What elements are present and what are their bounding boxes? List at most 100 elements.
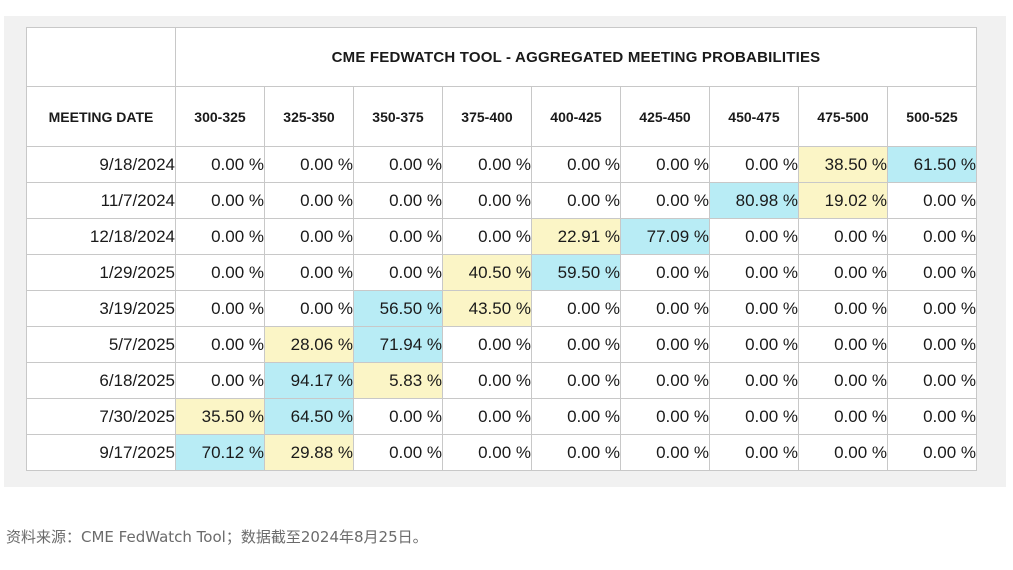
rate-range-header: 325-350	[264, 86, 354, 147]
probability-cell: 0.00 %	[175, 290, 265, 327]
fedwatch-table: CME FEDWATCH TOOL - AGGREGATED MEETING P…	[26, 27, 977, 471]
probability-cell: 0.00 %	[887, 434, 977, 471]
probability-cell: 40.50 %	[442, 254, 532, 291]
probability-cell: 0.00 %	[264, 254, 354, 291]
probability-cell: 0.00 %	[709, 254, 799, 291]
probability-cell: 0.00 %	[620, 362, 710, 399]
probability-cell: 0.00 %	[709, 326, 799, 363]
probability-cell: 0.00 %	[353, 434, 443, 471]
meeting-date-cell: 9/18/2024	[26, 146, 176, 183]
meeting-date-cell: 6/18/2025	[26, 362, 176, 399]
probability-cell: 5.83 %	[353, 362, 443, 399]
probability-cell: 0.00 %	[264, 146, 354, 183]
probability-cell: 0.00 %	[531, 362, 621, 399]
probability-cell: 0.00 %	[264, 182, 354, 219]
probability-cell: 0.00 %	[531, 146, 621, 183]
probability-cell: 0.00 %	[353, 254, 443, 291]
corner-cell	[26, 27, 176, 87]
probability-cell: 0.00 %	[620, 290, 710, 327]
probability-cell: 0.00 %	[442, 326, 532, 363]
probability-cell: 0.00 %	[531, 434, 621, 471]
probability-cell: 0.00 %	[353, 146, 443, 183]
probability-cell: 0.00 %	[798, 362, 888, 399]
probability-cell: 0.00 %	[620, 146, 710, 183]
probability-cell: 0.00 %	[798, 254, 888, 291]
probability-cell: 0.00 %	[531, 326, 621, 363]
probability-cell: 0.00 %	[709, 218, 799, 255]
probability-cell: 19.02 %	[798, 182, 888, 219]
table-row: 6/18/2025 0.00 % 94.17 % 5.83 % 0.00 % 0.00 %…	[26, 362, 977, 399]
probability-cell: 77.09 %	[620, 218, 710, 255]
probability-cell: 94.17 %	[264, 362, 354, 399]
probability-cell: 0.00 %	[709, 146, 799, 183]
probability-cell: 59.50 %	[531, 254, 621, 291]
probability-cell: 22.91 %	[531, 218, 621, 255]
meeting-date-cell: 5/7/2025	[26, 326, 176, 363]
probability-cell: 0.00 %	[531, 182, 621, 219]
probability-cell: 0.00 %	[175, 182, 265, 219]
table-row: 9/18/2024 0.00 % 0.00 % 0.00 % 0.00 % 0.00 % 0…	[26, 146, 977, 183]
meeting-date-cell: 11/7/2024	[26, 182, 176, 219]
probability-cell: 0.00 %	[175, 362, 265, 399]
table-row: 1/29/2025 0.00 % 0.00 % 0.00 % 40.50 % 59.50 …	[26, 254, 977, 291]
probability-cell: 0.00 %	[887, 326, 977, 363]
probability-cell: 0.00 %	[353, 218, 443, 255]
probability-cell: 0.00 %	[709, 398, 799, 435]
probability-cell: 0.00 %	[620, 254, 710, 291]
rate-range-header: 350-375	[353, 86, 443, 147]
rate-range-header: 425-450	[620, 86, 710, 147]
probability-cell: 0.00 %	[620, 398, 710, 435]
rate-range-header: 400-425	[531, 86, 621, 147]
probability-cell: 35.50 %	[175, 398, 265, 435]
meeting-date-cell: 3/19/2025	[26, 290, 176, 327]
probability-cell: 0.00 %	[442, 434, 532, 471]
probability-cell: 0.00 %	[620, 326, 710, 363]
meeting-date-cell: 1/29/2025	[26, 254, 176, 291]
probability-cell: 0.00 %	[798, 398, 888, 435]
meeting-date-cell: 7/30/2025	[26, 398, 176, 435]
meeting-date-cell: 9/17/2025	[26, 434, 176, 471]
rate-range-header: 300-325	[175, 86, 265, 147]
probability-cell: 0.00 %	[798, 434, 888, 471]
probability-cell: 0.00 %	[264, 218, 354, 255]
table-row: 9/17/2025 70.12 % 29.88 % 0.00 % 0.00 % 0.00 …	[26, 434, 977, 471]
table-row: 11/7/2024 0.00 % 0.00 % 0.00 % 0.00 % 0.00 % 0…	[26, 182, 977, 219]
rate-range-header: 450-475	[709, 86, 799, 147]
probability-cell: 0.00 %	[353, 398, 443, 435]
probability-cell: 0.00 %	[175, 326, 265, 363]
probability-cell: 0.00 %	[887, 182, 977, 219]
probability-cell: 0.00 %	[709, 434, 799, 471]
probability-cell: 0.00 %	[531, 290, 621, 327]
probability-cell: 0.00 %	[175, 146, 265, 183]
meeting-date-cell: 12/18/2024	[26, 218, 176, 255]
probability-cell: 0.00 %	[620, 434, 710, 471]
probability-cell: 0.00 %	[442, 362, 532, 399]
rate-range-header: 375-400	[442, 86, 532, 147]
probability-cell: 0.00 %	[175, 254, 265, 291]
probability-cell: 0.00 %	[620, 182, 710, 219]
probability-cell: 0.00 %	[887, 398, 977, 435]
meeting-date-header: MEETING DATE	[26, 86, 176, 147]
probability-cell: 0.00 %	[798, 218, 888, 255]
probability-cell: 0.00 %	[353, 182, 443, 219]
source-note: 资料来源：CME FedWatch Tool；数据截至2024年8月25日。	[6, 528, 428, 546]
probability-cell: 38.50 %	[798, 146, 888, 183]
probability-cell: 0.00 %	[264, 290, 354, 327]
table-row: 7/30/2025 35.50 % 64.50 % 0.00 % 0.00 % 0.00 …	[26, 398, 977, 435]
table-row: 12/18/2024 0.00 % 0.00 % 0.00 % 0.00 % 22.91 …	[26, 218, 977, 255]
probability-cell: 0.00 %	[887, 218, 977, 255]
probability-cell: 29.88 %	[264, 434, 354, 471]
probability-cell: 0.00 %	[531, 398, 621, 435]
probability-cell: 0.00 %	[709, 362, 799, 399]
probability-cell: 64.50 %	[264, 398, 354, 435]
probability-cell: 0.00 %	[887, 254, 977, 291]
probability-cell: 0.00 %	[798, 326, 888, 363]
probability-cell: 0.00 %	[798, 290, 888, 327]
table-row: 5/7/2025 0.00 % 28.06 % 71.94 % 0.00 % 0.00 %…	[26, 326, 977, 363]
rate-range-header: 475-500	[798, 86, 888, 147]
probability-cell: 61.50 %	[887, 146, 977, 183]
rate-range-header: 500-525	[887, 86, 977, 147]
probability-cell: 71.94 %	[353, 326, 443, 363]
probability-cell: 56.50 %	[353, 290, 443, 327]
probability-cell: 0.00 %	[709, 290, 799, 327]
